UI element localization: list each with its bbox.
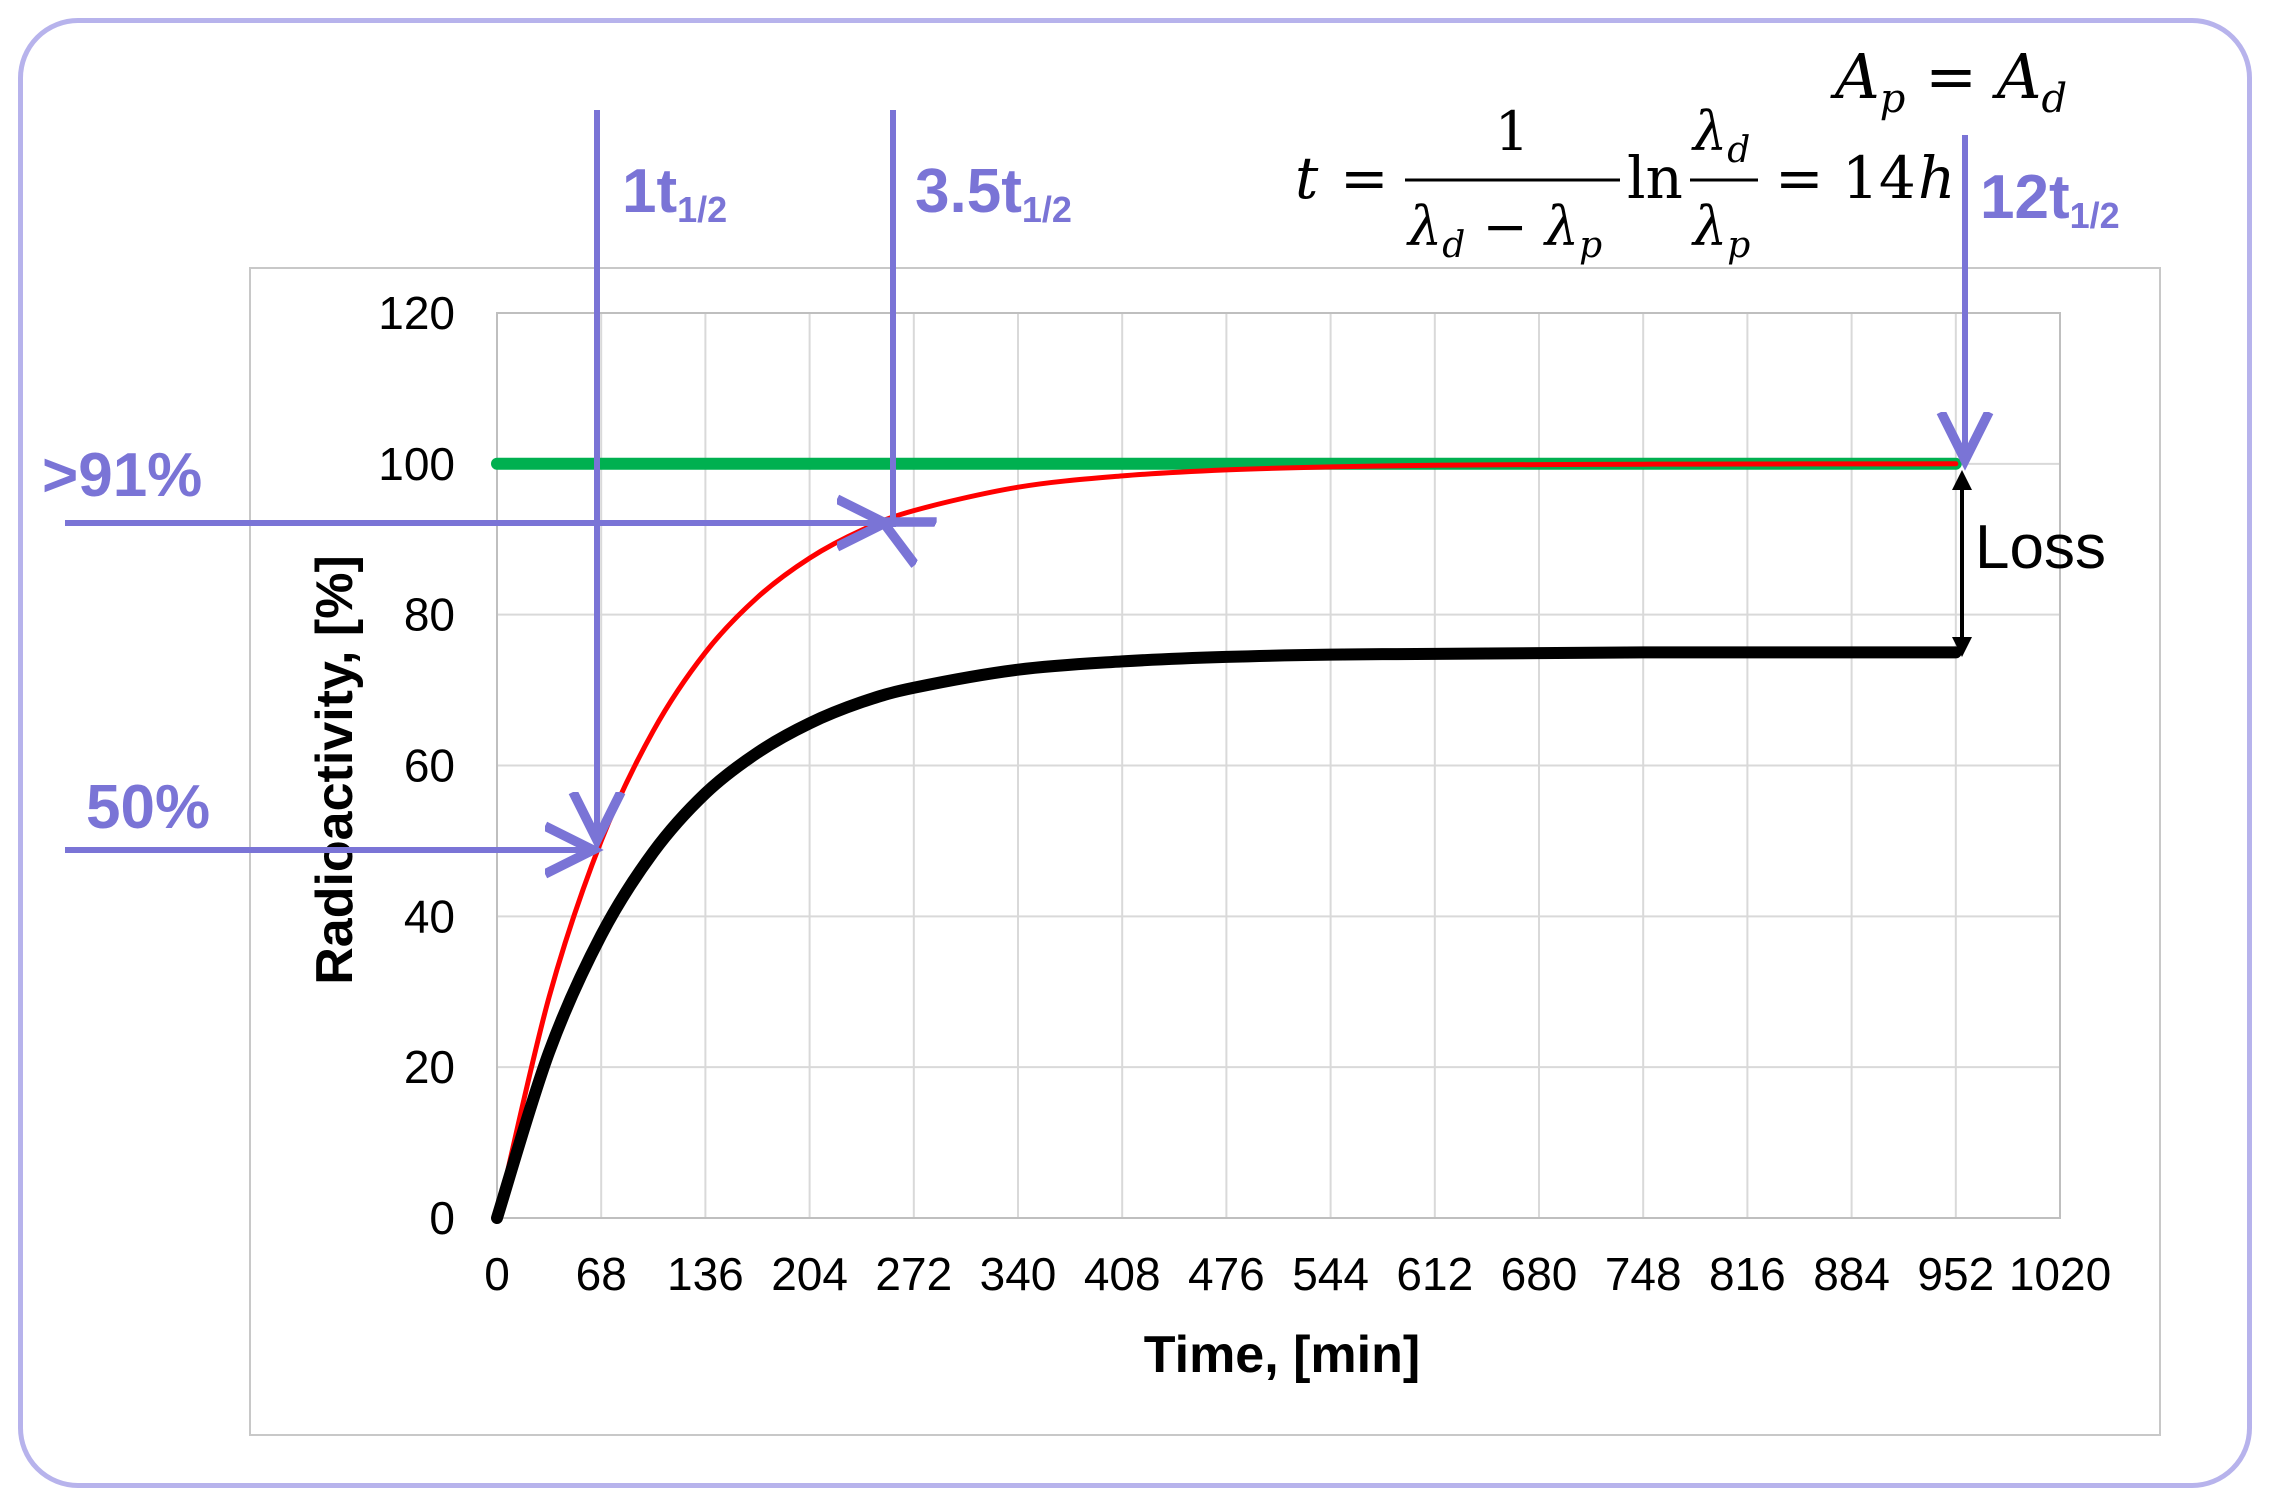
x-tick-label: 204 bbox=[771, 1248, 848, 1300]
y-tick-label: 80 bbox=[404, 589, 455, 641]
svg-text:λd − λp: λd − λp bbox=[1406, 195, 1602, 266]
x-tick-label: 408 bbox=[1084, 1248, 1161, 1300]
x-tick-label: 340 bbox=[980, 1248, 1057, 1300]
label-50-percent: 50% bbox=[86, 773, 210, 842]
y-tick-label: 20 bbox=[404, 1041, 455, 1093]
y-tick-label: 0 bbox=[429, 1192, 455, 1244]
x-tick-label: 612 bbox=[1396, 1248, 1473, 1300]
y-tick-label: 40 bbox=[404, 890, 455, 942]
svg-text:= 14: = 14 bbox=[1775, 144, 1916, 212]
figure-frame bbox=[18, 18, 2252, 1488]
svg-text:t: t bbox=[1295, 144, 1319, 212]
x-tick-label: 1020 bbox=[2009, 1248, 2111, 1300]
x-tick-label: 884 bbox=[1813, 1248, 1890, 1300]
svg-text:Ap = Ad: Ap = Ad bbox=[1830, 40, 2067, 122]
svg-text:ln: ln bbox=[1627, 144, 1683, 212]
x-axis-title: Time, [min] bbox=[1144, 1326, 1420, 1384]
y-tick-label: 100 bbox=[378, 438, 455, 490]
label-1-half-life: 1t1/2 bbox=[622, 157, 727, 230]
loss-arrow-head-bottom bbox=[1952, 637, 1972, 657]
svg-text:λp: λp bbox=[1691, 195, 1750, 266]
formula-equal-activity: Ap = Ad bbox=[1830, 40, 2067, 122]
x-tick-label: 748 bbox=[1605, 1248, 1682, 1300]
annotation-arrows bbox=[65, 110, 1972, 850]
x-tick-label: 476 bbox=[1188, 1248, 1265, 1300]
loss-arrow-head-top bbox=[1952, 470, 1972, 490]
label-3p5-half-life: 3.5t1/2 bbox=[915, 157, 1072, 230]
svg-text:h: h bbox=[1918, 144, 1955, 212]
x-tick-label: 680 bbox=[1501, 1248, 1578, 1300]
x-tick-label: 0 bbox=[484, 1248, 510, 1300]
x-tick-label: 272 bbox=[875, 1248, 952, 1300]
svg-text:1: 1 bbox=[1495, 100, 1529, 163]
y-tick-label: 60 bbox=[404, 740, 455, 792]
x-tick-labels: 0 68 136 204 272 340 408 476 544 612 680 748 816 884 9… bbox=[484, 1248, 2111, 1300]
svg-text:=: = bbox=[1340, 144, 1389, 212]
x-tick-label: 68 bbox=[576, 1248, 627, 1300]
label-91-percent: >91% bbox=[42, 441, 202, 510]
plot-area bbox=[496, 312, 2061, 1219]
series-line-black bbox=[491, 646, 1962, 1224]
y-tick-labels: 0 20 40 60 80 100 120 bbox=[378, 287, 455, 1244]
y-tick-label: 120 bbox=[378, 287, 455, 339]
label-loss: Loss bbox=[1975, 513, 2106, 582]
x-tick-label: 816 bbox=[1709, 1248, 1786, 1300]
x-tick-label: 952 bbox=[1917, 1248, 1994, 1300]
formula-transient-equilibrium: t = 1 λd − λp ln λd λp = 14 h bbox=[1295, 100, 1955, 266]
x-tick-label: 544 bbox=[1292, 1248, 1369, 1300]
y-axis-title: Radioactivity, [%] bbox=[306, 555, 364, 985]
x-tick-label: 136 bbox=[667, 1248, 744, 1300]
label-12-half-life: 12t1/2 bbox=[1980, 163, 2120, 236]
svg-text:λd: λd bbox=[1691, 100, 1750, 171]
